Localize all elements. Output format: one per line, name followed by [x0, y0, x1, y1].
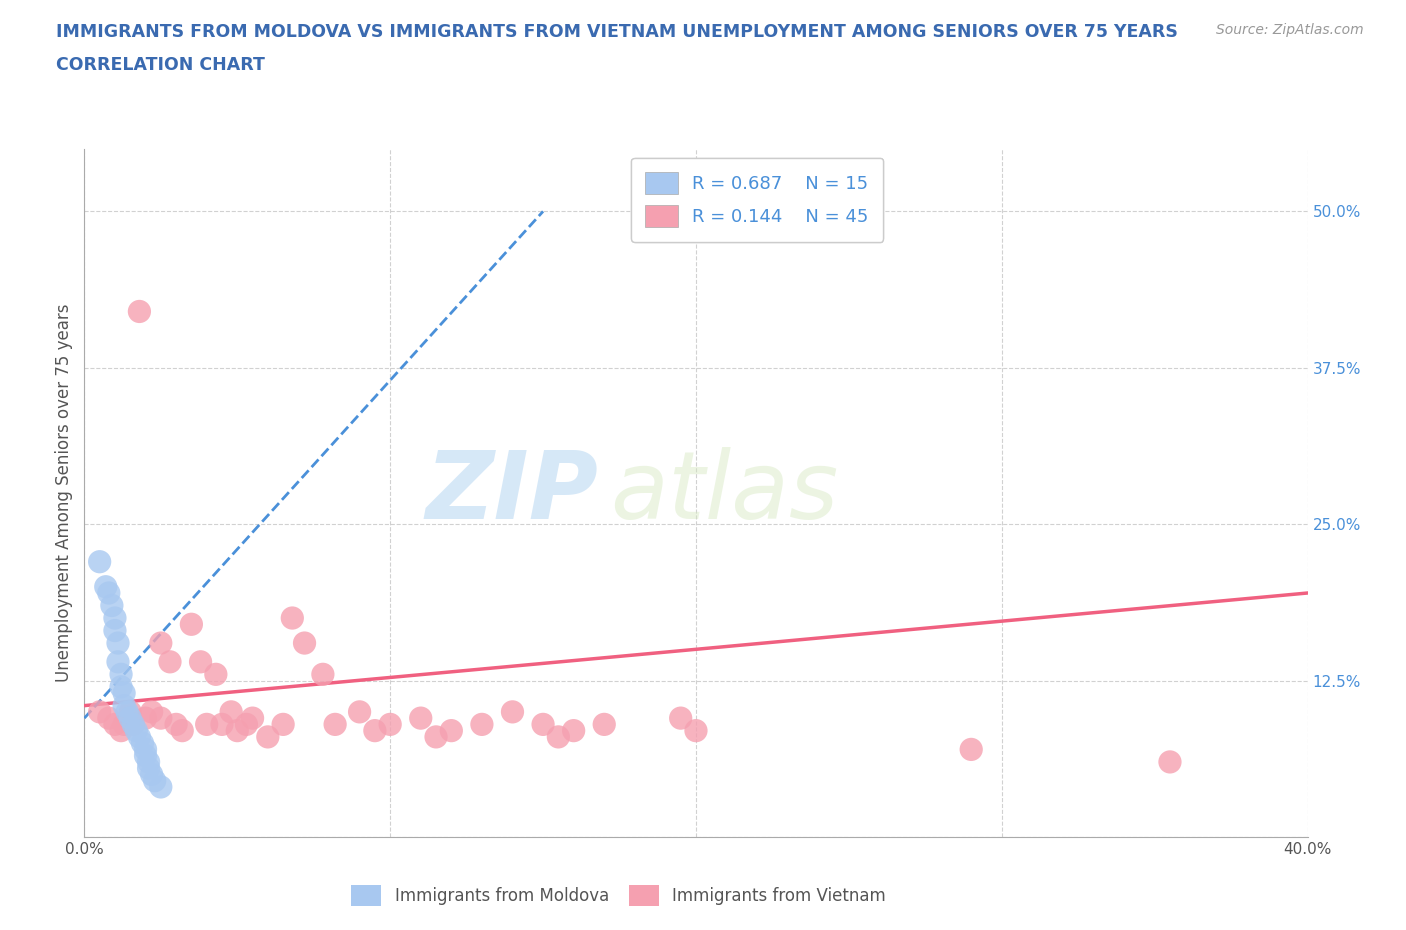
Point: [149, 711, 172, 725]
Point: [120, 711, 142, 725]
Point: [143, 773, 166, 788]
Legend: Immigrants from Moldova, Immigrants from Vietnam: Immigrants from Moldova, Immigrants from…: [344, 879, 893, 912]
Point: [107, 655, 129, 670]
Point: [242, 711, 264, 725]
Point: [97, 586, 120, 601]
Point: [180, 617, 202, 631]
Point: [593, 717, 616, 732]
Point: [960, 742, 983, 757]
Y-axis label: Unemployment Among Seniors over 75 years: Unemployment Among Seniors over 75 years: [55, 304, 73, 682]
Point: [112, 698, 135, 713]
Point: [380, 717, 402, 732]
Point: [195, 717, 218, 732]
Point: [257, 729, 280, 744]
Point: [101, 598, 124, 613]
Text: IMMIGRANTS FROM MOLDOVA VS IMMIGRANTS FROM VIETNAM UNEMPLOYMENT AMONG SENIORS OV: IMMIGRANTS FROM MOLDOVA VS IMMIGRANTS FR…: [56, 23, 1178, 41]
Point: [409, 711, 432, 725]
Point: [547, 729, 569, 744]
Point: [159, 655, 181, 670]
Text: CORRELATION CHART: CORRELATION CHART: [56, 56, 266, 73]
Point: [685, 724, 707, 738]
Point: [128, 304, 150, 319]
Point: [1159, 754, 1181, 769]
Point: [135, 742, 157, 757]
Point: [471, 717, 494, 732]
Point: [115, 704, 138, 719]
Point: [235, 717, 257, 732]
Point: [128, 729, 150, 744]
Point: [502, 704, 524, 719]
Point: [141, 767, 163, 782]
Point: [425, 729, 447, 744]
Point: [122, 717, 145, 732]
Point: [110, 724, 132, 738]
Point: [364, 724, 387, 738]
Point: [323, 717, 346, 732]
Text: atlas: atlas: [610, 447, 838, 538]
Point: [104, 623, 127, 638]
Point: [107, 635, 129, 650]
Point: [138, 761, 160, 776]
Point: [271, 717, 294, 732]
Point: [97, 711, 120, 725]
Point: [190, 655, 212, 670]
Point: [89, 704, 111, 719]
Point: [562, 724, 585, 738]
Point: [135, 749, 157, 764]
Point: [219, 704, 242, 719]
Point: [312, 667, 335, 682]
Point: [131, 736, 153, 751]
Point: [112, 717, 135, 732]
Point: [294, 635, 316, 650]
Point: [94, 579, 117, 594]
Text: Source: ZipAtlas.com: Source: ZipAtlas.com: [1216, 23, 1364, 37]
Legend: R = 0.687    N = 15, R = 0.144    N = 45: R = 0.687 N = 15, R = 0.144 N = 45: [631, 158, 883, 242]
Point: [135, 711, 157, 725]
Point: [110, 680, 132, 695]
Point: [125, 724, 148, 738]
Point: [165, 717, 187, 732]
Point: [349, 704, 371, 719]
Point: [205, 667, 228, 682]
Point: [226, 724, 249, 738]
Point: [89, 554, 111, 569]
Point: [138, 754, 160, 769]
Point: [281, 611, 304, 626]
Point: [669, 711, 692, 725]
Point: [104, 717, 127, 732]
Point: [531, 717, 554, 732]
Point: [112, 685, 135, 700]
Point: [141, 704, 163, 719]
Point: [120, 704, 142, 719]
Text: ZIP: ZIP: [425, 447, 598, 538]
Point: [440, 724, 463, 738]
Point: [110, 667, 132, 682]
Point: [122, 717, 145, 732]
Point: [104, 611, 127, 626]
Point: [172, 724, 194, 738]
Point: [211, 717, 233, 732]
Point: [149, 635, 172, 650]
Point: [149, 779, 172, 794]
